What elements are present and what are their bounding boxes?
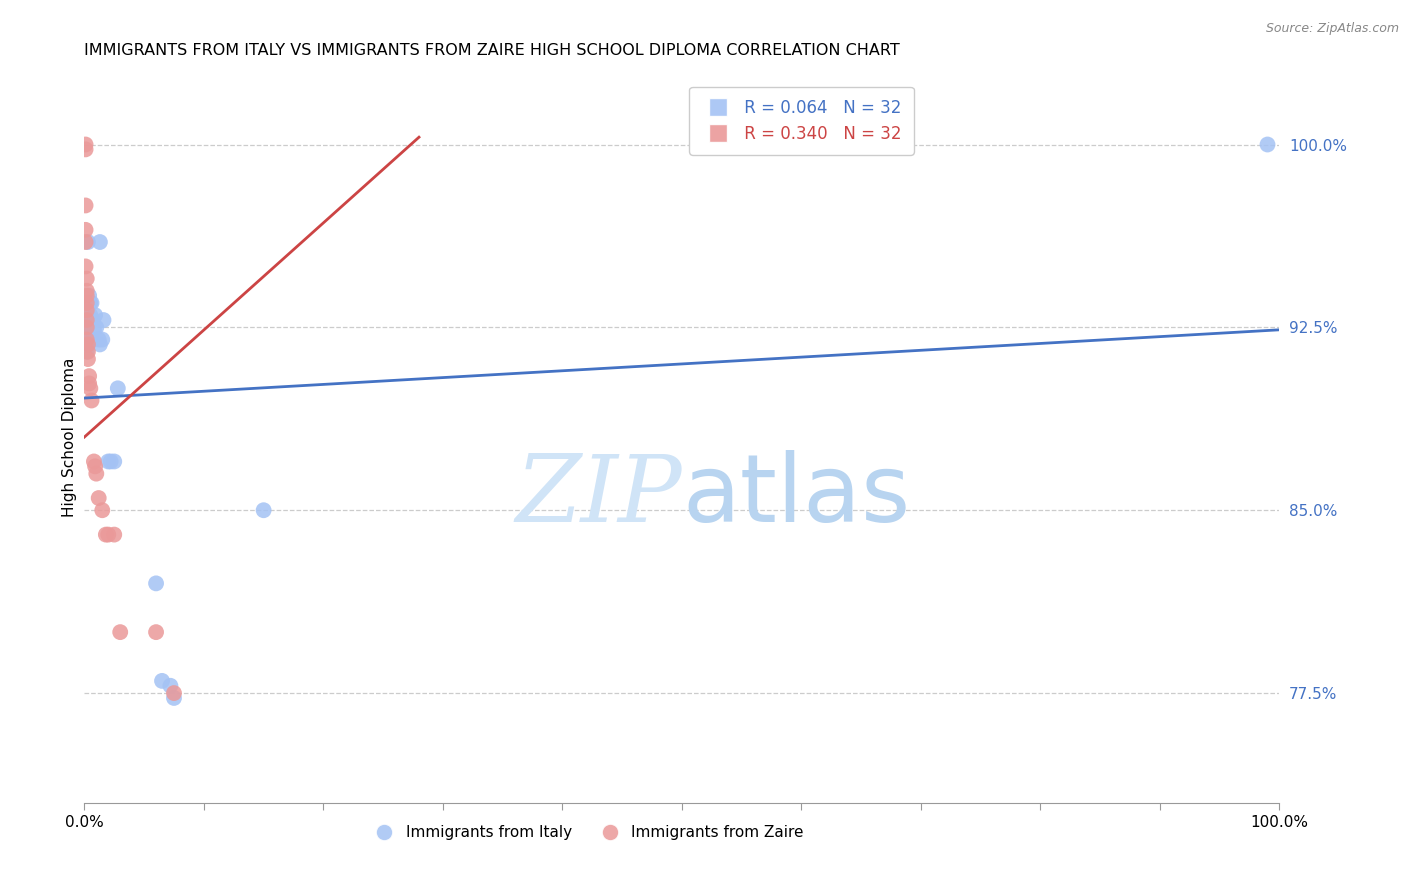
Point bbox=[76, 344, 98, 359]
Point bbox=[77, 296, 100, 310]
Point bbox=[110, 625, 132, 640]
Point bbox=[77, 344, 100, 359]
Point bbox=[75, 198, 97, 212]
Point bbox=[77, 313, 100, 327]
Point bbox=[84, 308, 107, 322]
Point bbox=[75, 142, 97, 156]
Text: atlas: atlas bbox=[682, 450, 910, 541]
Point bbox=[145, 625, 167, 640]
Point bbox=[80, 296, 103, 310]
Point bbox=[76, 313, 98, 327]
Point bbox=[87, 333, 110, 347]
Point bbox=[91, 333, 114, 347]
Point bbox=[79, 296, 101, 310]
Point bbox=[86, 467, 108, 481]
Point bbox=[103, 454, 125, 468]
Point bbox=[77, 333, 100, 347]
Point bbox=[76, 296, 98, 310]
Point bbox=[77, 235, 100, 249]
Point bbox=[79, 308, 101, 322]
Point bbox=[75, 235, 97, 249]
Point bbox=[77, 376, 100, 391]
Point bbox=[75, 260, 97, 274]
Point bbox=[83, 323, 105, 337]
Point bbox=[76, 327, 98, 342]
Point bbox=[97, 454, 120, 468]
Point bbox=[79, 381, 101, 395]
Point bbox=[76, 271, 98, 285]
Text: IMMIGRANTS FROM ITALY VS IMMIGRANTS FROM ZAIRE HIGH SCHOOL DIPLOMA CORRELATION C: IMMIGRANTS FROM ITALY VS IMMIGRANTS FROM… bbox=[84, 43, 900, 58]
Point bbox=[159, 679, 181, 693]
Point bbox=[100, 454, 122, 468]
Text: Source: ZipAtlas.com: Source: ZipAtlas.com bbox=[1265, 22, 1399, 36]
Point bbox=[107, 381, 129, 395]
Point bbox=[82, 313, 104, 327]
Point bbox=[77, 369, 100, 384]
Point bbox=[86, 320, 108, 334]
Point bbox=[75, 223, 97, 237]
Point bbox=[1257, 137, 1279, 152]
Point bbox=[76, 320, 98, 334]
Point bbox=[97, 527, 120, 541]
Point bbox=[76, 333, 98, 347]
Legend: Immigrants from Italy, Immigrants from Zaire: Immigrants from Italy, Immigrants from Z… bbox=[363, 819, 810, 847]
Point bbox=[77, 337, 100, 351]
Y-axis label: High School Diploma: High School Diploma bbox=[62, 358, 77, 516]
Point bbox=[77, 288, 100, 302]
Point bbox=[77, 352, 100, 367]
Point bbox=[76, 303, 98, 318]
Point bbox=[145, 576, 167, 591]
Point bbox=[93, 313, 115, 327]
Point bbox=[77, 337, 100, 351]
Point bbox=[89, 337, 111, 351]
Point bbox=[76, 320, 98, 334]
Point bbox=[91, 503, 114, 517]
Point bbox=[89, 235, 111, 249]
Point bbox=[76, 284, 98, 298]
Point bbox=[83, 454, 105, 468]
Point bbox=[163, 686, 186, 700]
Point bbox=[75, 137, 97, 152]
Point bbox=[103, 527, 125, 541]
Point bbox=[163, 690, 186, 705]
Point bbox=[253, 503, 276, 517]
Point bbox=[80, 393, 103, 408]
Point bbox=[76, 288, 98, 302]
Point bbox=[87, 491, 110, 505]
Point bbox=[94, 527, 117, 541]
Point bbox=[76, 333, 98, 347]
Text: ZIP: ZIP bbox=[515, 450, 682, 541]
Point bbox=[150, 673, 173, 688]
Point bbox=[84, 459, 107, 474]
